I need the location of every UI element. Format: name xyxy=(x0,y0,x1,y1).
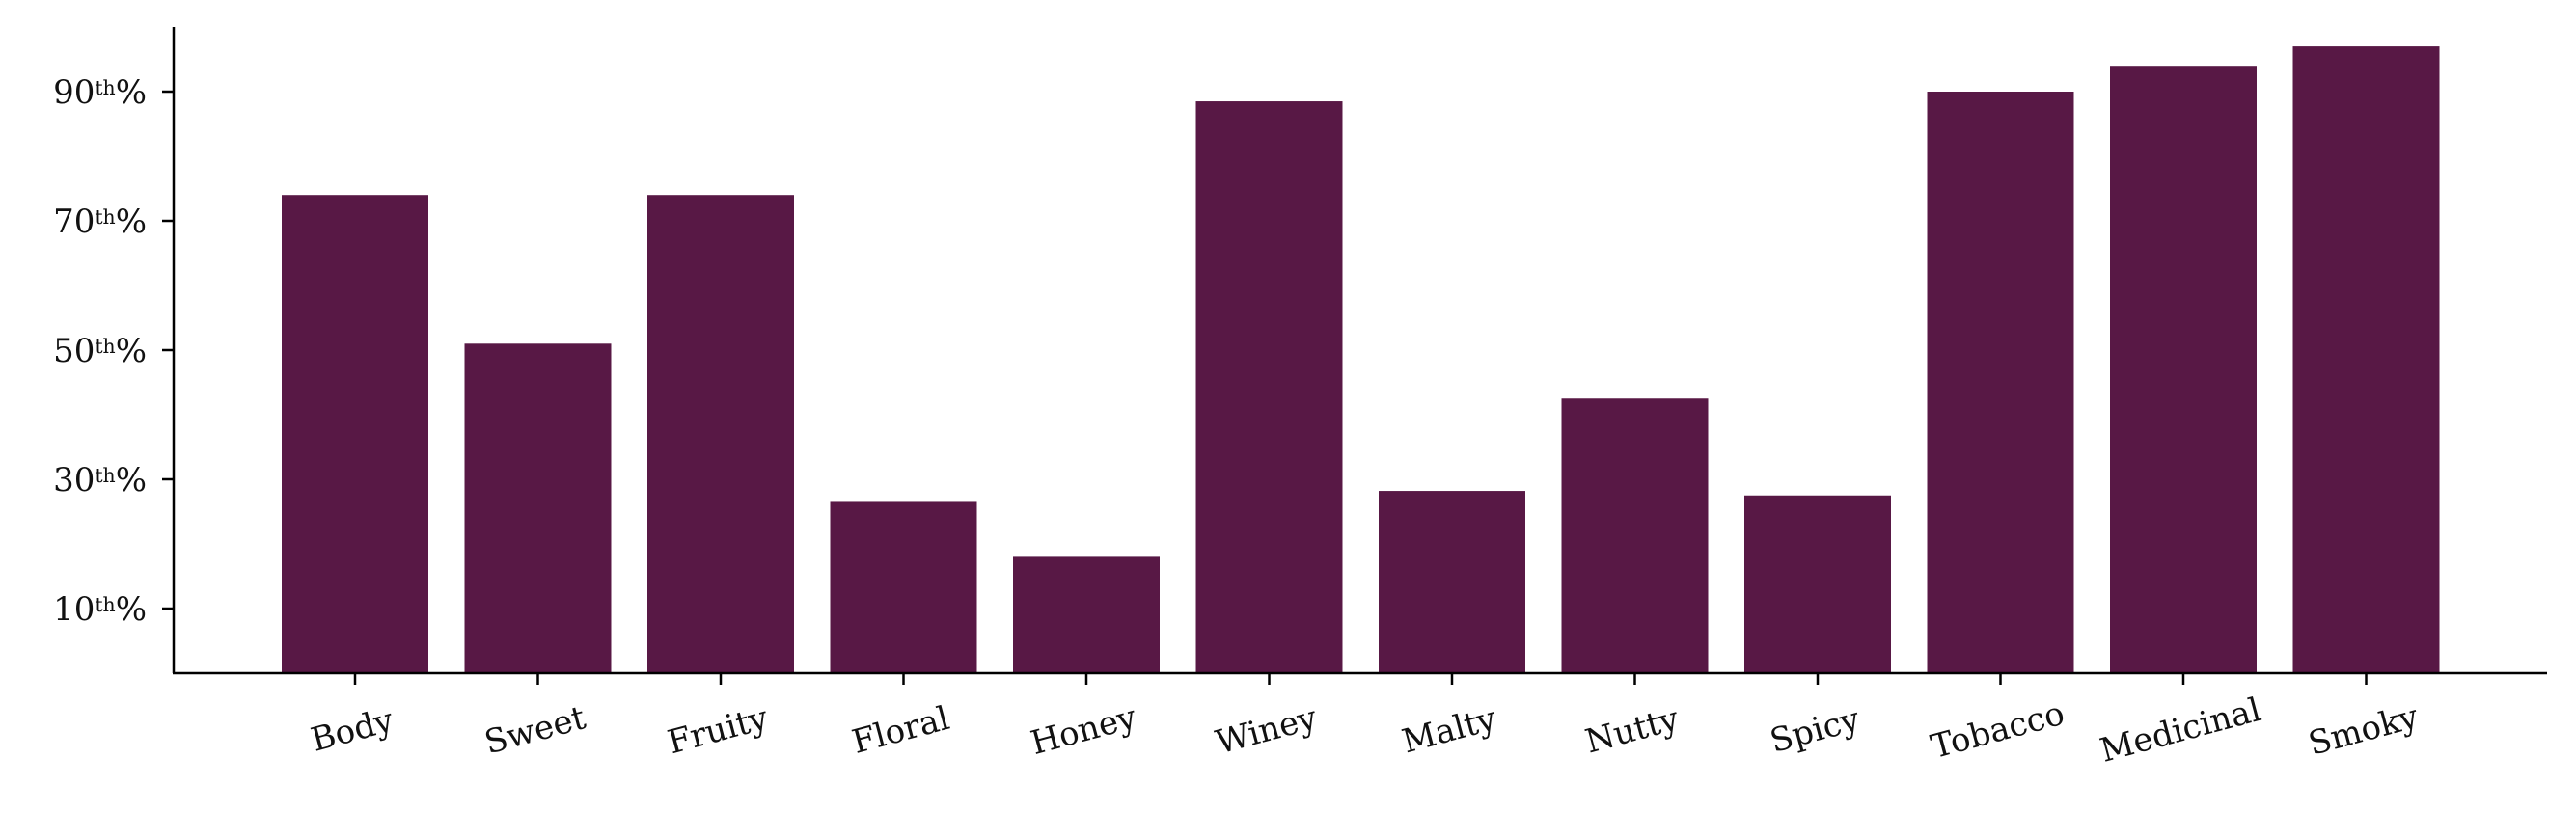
x-tick-label: Winey xyxy=(1212,698,1322,762)
bar xyxy=(1744,495,1891,673)
y-tick-percent: % xyxy=(116,332,147,370)
bar xyxy=(1013,556,1160,673)
x-tick-label: Malty xyxy=(1398,699,1501,761)
y-tick-ordinal: th xyxy=(95,335,115,358)
bar xyxy=(2292,46,2440,674)
bar xyxy=(1561,398,1709,673)
x-axis: Body Sweet Fruity Floral Honey Winey Malty Nutt… xyxy=(173,671,2547,771)
x-tick-label: Sweet xyxy=(480,698,589,762)
y-tick-number: 10 xyxy=(53,590,95,629)
y-tick-percent: % xyxy=(116,590,147,629)
y-tick-ordinal: th xyxy=(95,76,115,99)
x-tick-label: Fruity xyxy=(664,698,773,762)
y-tick-label: 70th% xyxy=(53,203,147,241)
y-tick-ordinal: th xyxy=(95,205,115,229)
x-tick-label: Nutty xyxy=(1581,699,1684,761)
y-tick-number: 90 xyxy=(53,73,95,112)
y-tick-number: 70 xyxy=(53,203,95,241)
y-tick-number: 50 xyxy=(53,332,95,370)
y-tick-ordinal: th xyxy=(95,464,115,487)
bar xyxy=(2110,66,2257,673)
y-tick-label: 90th% xyxy=(53,73,147,112)
y-tick-percent: % xyxy=(116,73,147,112)
bar xyxy=(1927,92,2074,673)
bar xyxy=(830,501,977,673)
bar xyxy=(282,195,428,673)
y-axis: 10th%30th%50th%70th%90th% xyxy=(53,27,176,673)
x-tick-label: Medicinal xyxy=(2096,691,2265,771)
y-tick-label: 50th% xyxy=(53,332,147,370)
x-tick-label: Body xyxy=(307,701,398,760)
bars-group xyxy=(282,46,2440,674)
x-tick-label: Smoky xyxy=(2305,697,2424,764)
bar xyxy=(1195,101,1343,674)
x-tick-label: Honey xyxy=(1027,697,1141,763)
x-tick-label: Spicy xyxy=(1766,700,1864,761)
y-tick-percent: % xyxy=(116,203,147,241)
x-tick-label: Floral xyxy=(848,699,953,762)
y-tick-label: 30th% xyxy=(53,461,147,500)
bar xyxy=(647,195,794,673)
y-tick-percent: % xyxy=(116,461,147,500)
bar xyxy=(1379,491,1525,673)
x-tick-label: Tobacco xyxy=(1927,694,2069,767)
y-tick-number: 30 xyxy=(53,461,95,500)
y-tick-ordinal: th xyxy=(95,593,115,616)
bar xyxy=(464,343,612,673)
y-tick-label: 10th% xyxy=(53,590,147,629)
